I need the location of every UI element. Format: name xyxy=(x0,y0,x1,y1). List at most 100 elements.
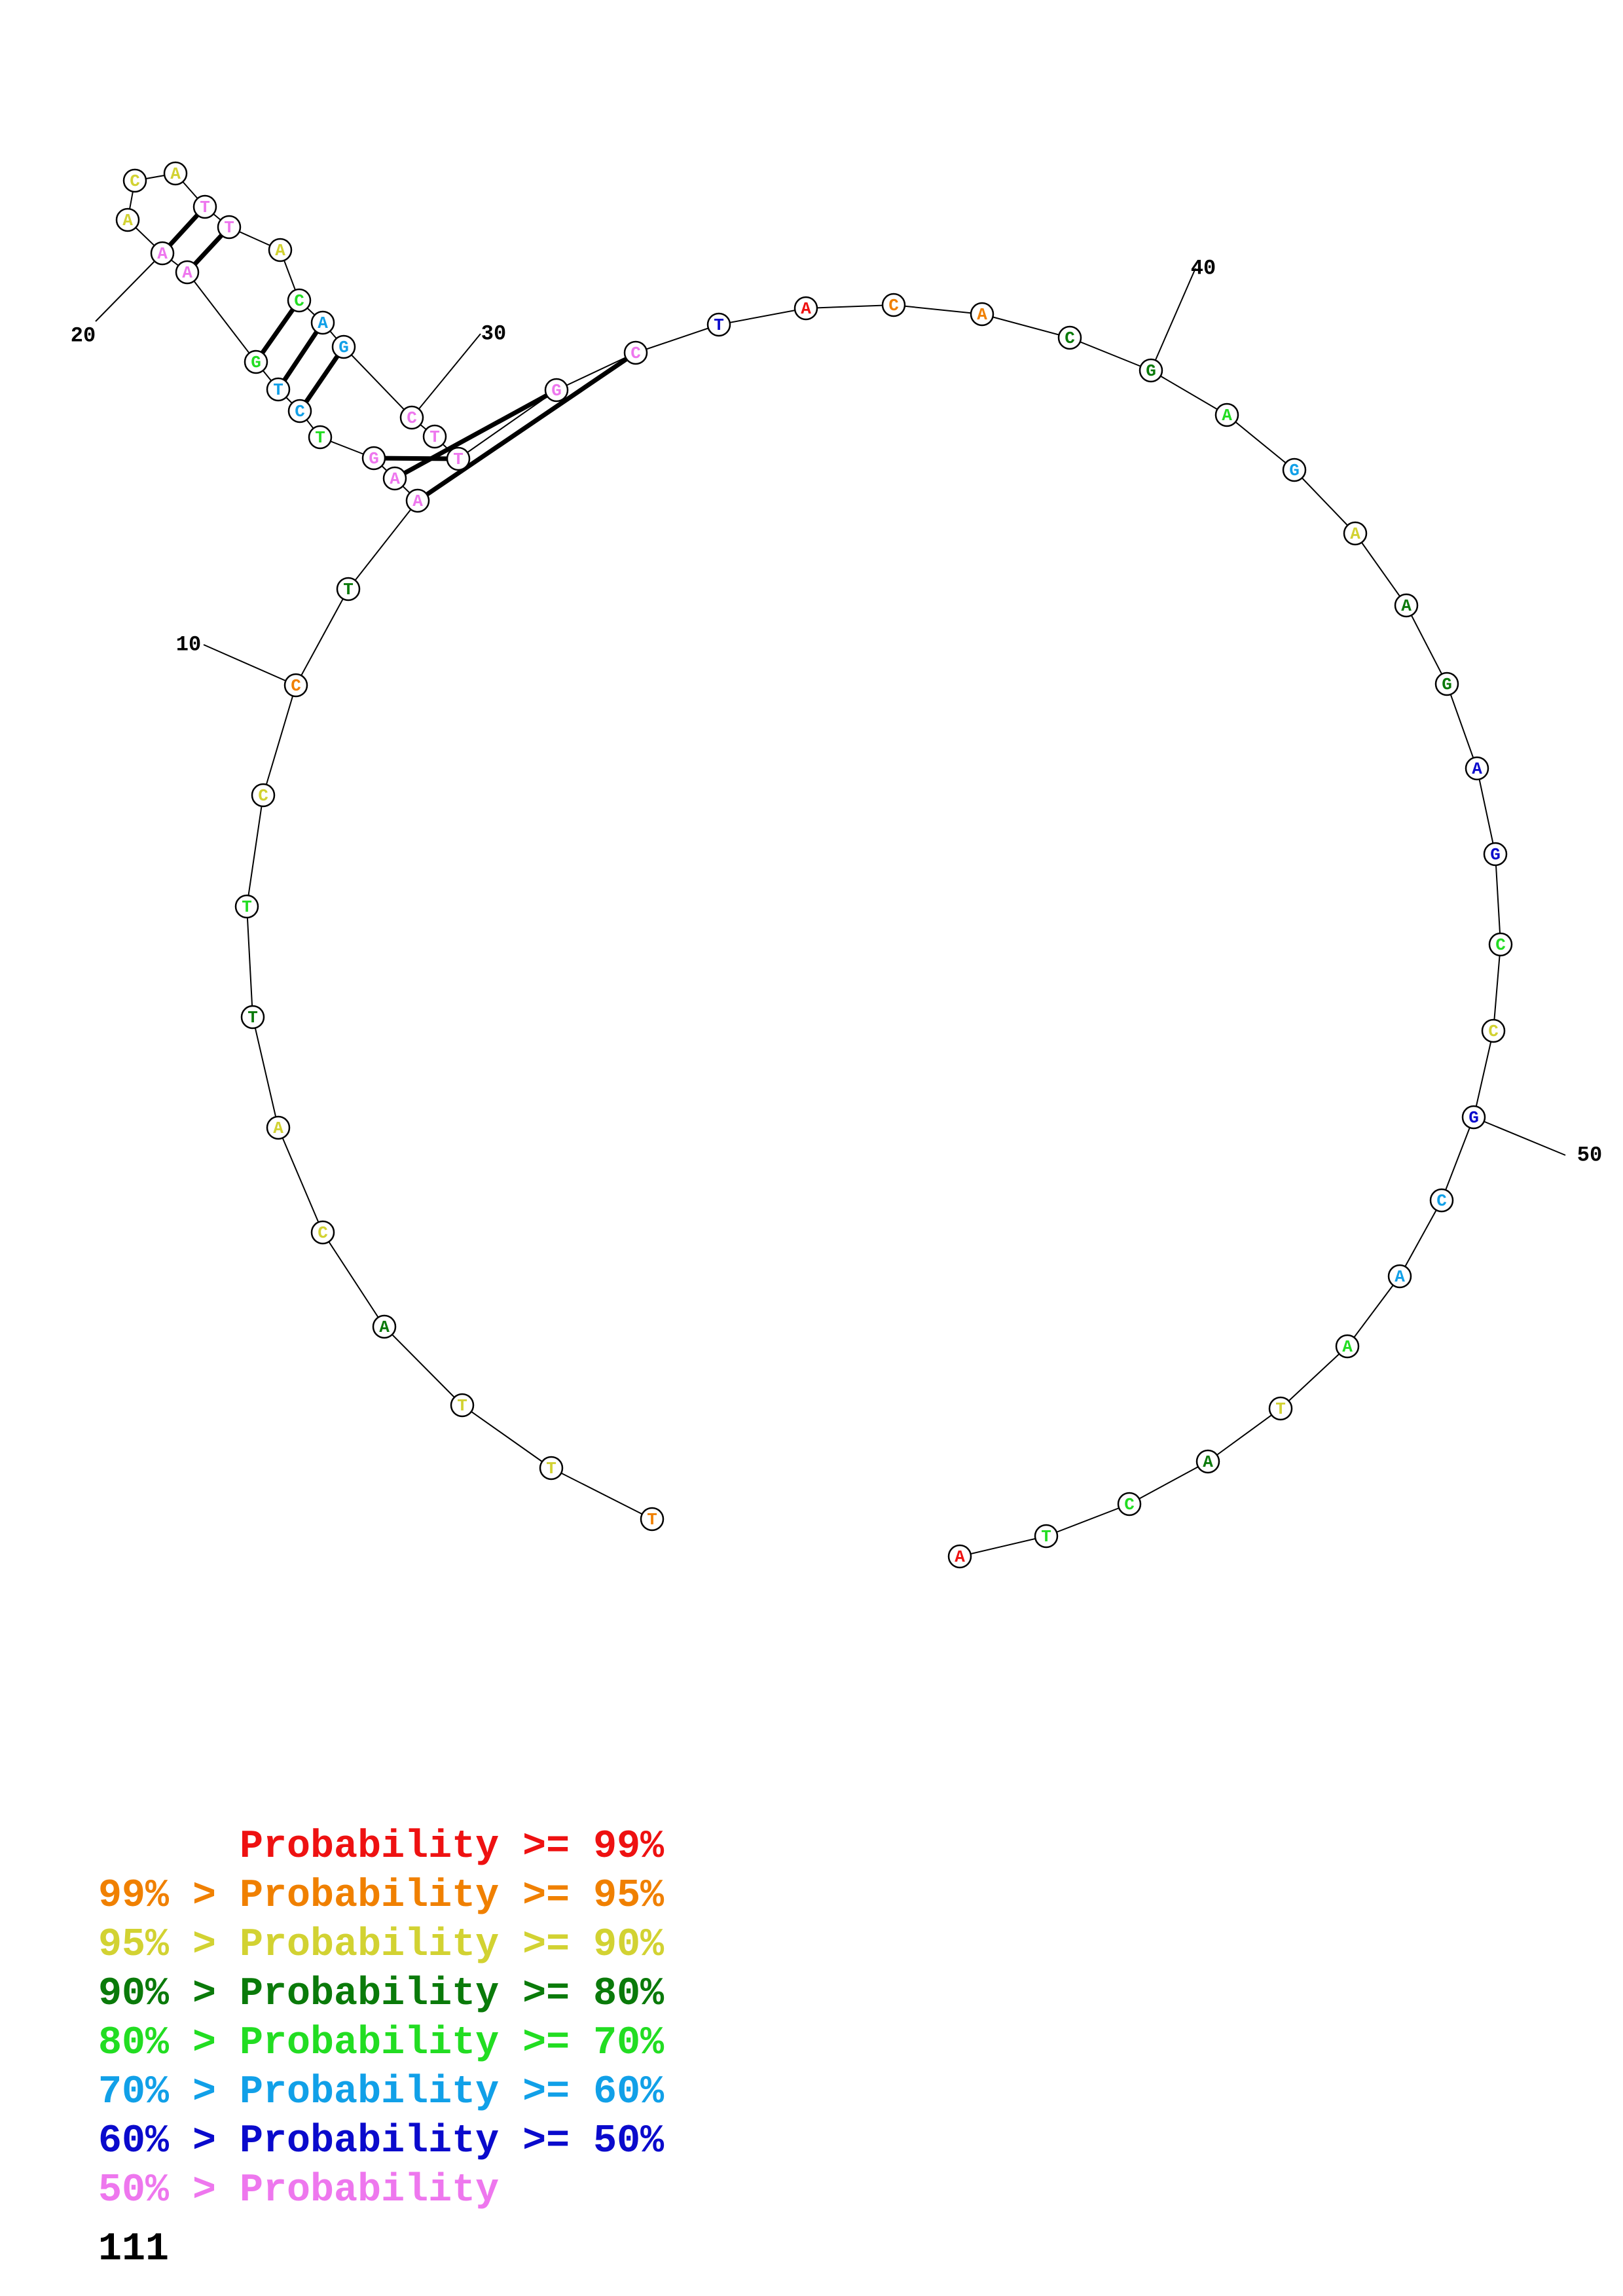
probability-legend: Probability >= 99% 99% > Probability >= 9… xyxy=(98,1823,664,2215)
tick-label: 50 xyxy=(1577,1143,1602,1167)
nucleotide-circle xyxy=(539,1456,564,1480)
tick-label: 20 xyxy=(71,323,96,348)
backbone-segment xyxy=(252,1016,279,1128)
nucleotide-circle xyxy=(283,673,308,698)
nucleotide-circle xyxy=(240,1005,265,1030)
nucleotide-letter: T xyxy=(224,218,234,238)
nucleotide-circle xyxy=(1461,1105,1486,1130)
nucleotide-letter: C xyxy=(1488,1022,1499,1041)
nucleotide-letter: A xyxy=(273,1119,283,1138)
nucleotide-circle xyxy=(706,312,731,337)
nucleotide-circle xyxy=(1434,672,1459,696)
nucleotide-letter: T xyxy=(1041,1527,1051,1547)
backbone-segment xyxy=(1399,1200,1442,1277)
nucleotide-circle xyxy=(1268,1396,1293,1421)
nucleotide-letter: C xyxy=(294,291,304,311)
backbone-segment xyxy=(635,324,720,353)
base-pair-bond xyxy=(298,346,346,412)
nucleotide-letter: G xyxy=(1442,675,1452,694)
nucleotide-letter: A xyxy=(1401,596,1412,616)
backbone-segment xyxy=(1406,605,1448,685)
nucleotide-letter: A xyxy=(390,469,400,489)
nucleotide-letter: T xyxy=(343,580,354,600)
nucleotide-circle xyxy=(881,293,906,317)
nucleotide-circle xyxy=(372,1314,397,1339)
nucleotide-letter: A xyxy=(1395,1267,1405,1287)
nucleotide-circle xyxy=(217,215,242,240)
nucleotide-circle xyxy=(251,783,276,808)
nucleotide-letter: T xyxy=(247,1008,258,1028)
backbone-segment xyxy=(893,304,983,315)
nucleotide-circle xyxy=(544,378,569,403)
nucleotide-letter: A xyxy=(1222,406,1232,425)
nucleotide-letter: A xyxy=(955,1547,965,1567)
nucleotide-letter: A xyxy=(1472,759,1482,779)
nucleotide-letter: C xyxy=(295,402,305,422)
backbone-segment xyxy=(263,685,297,796)
nucleotide-letter: C xyxy=(1065,329,1075,348)
nucleotide-circle xyxy=(623,340,648,365)
tick-line xyxy=(95,253,163,322)
backbone-segment xyxy=(1207,1408,1281,1462)
nucleotide-circle xyxy=(331,334,356,359)
nucleotide-letter: C xyxy=(888,296,899,315)
base-pair-bond xyxy=(393,387,558,481)
nucleotide-letter: T xyxy=(457,1396,467,1416)
backbone-segment xyxy=(805,304,894,309)
nucleotide-circle xyxy=(450,1393,475,1418)
legend-entry: Probability >= 99% xyxy=(98,1825,665,1869)
nucleotide-letter: C xyxy=(630,344,641,363)
nucleotide-letter: T xyxy=(429,427,440,447)
backbone-segment xyxy=(322,1232,385,1327)
nucleotide-letter: A xyxy=(122,211,133,230)
backbone-segment xyxy=(343,346,412,418)
nucleotide-circle xyxy=(266,377,291,402)
nucleotide-letter: T xyxy=(315,428,325,448)
backbone-segment xyxy=(1226,414,1295,471)
nucleotide-letter: G xyxy=(251,353,261,372)
base-pair-bond xyxy=(276,321,325,391)
backbone-segment xyxy=(1493,944,1501,1031)
nucleotide-circle xyxy=(1343,521,1368,546)
backbone-segment xyxy=(246,906,253,1018)
tick-label: 30 xyxy=(481,321,506,346)
nucleotide-circle xyxy=(287,288,312,313)
nucleotide-letter: T xyxy=(1275,1399,1286,1419)
nucleotide-letter: G xyxy=(338,338,349,357)
backbone-segment xyxy=(1129,1461,1209,1505)
nucleotide-circle xyxy=(405,488,430,513)
nucleotide-circle xyxy=(122,168,147,193)
nucleotide-circle xyxy=(1335,1334,1360,1359)
nucleotide-letter: A xyxy=(379,1318,390,1337)
nucleotide-letter: C xyxy=(1495,935,1506,955)
nucleotide-letter: G xyxy=(369,449,379,469)
nucleotide-circle xyxy=(361,446,386,471)
legend-entry: 50% > Probability xyxy=(98,2168,500,2213)
nucleotide-circle xyxy=(422,424,447,449)
backbone-segment xyxy=(1441,1117,1474,1201)
backbone-segment xyxy=(278,1127,323,1233)
nucleotide-letter: T xyxy=(273,380,283,400)
backbone-segment xyxy=(1294,469,1356,534)
nucleotide-letter: T xyxy=(242,897,252,917)
nucleotide-circle xyxy=(399,405,424,430)
legend-entry: 90% > Probability >= 80% xyxy=(98,1972,665,2017)
backbone-segment xyxy=(1355,533,1407,606)
backbone-segment xyxy=(981,314,1070,338)
nucleotide-circle xyxy=(268,238,293,262)
nucleotide-letter: G xyxy=(1146,361,1156,381)
nucleotide-letter: A xyxy=(318,314,328,333)
nucleotide-circle xyxy=(175,260,200,285)
nucleotide-letter: G xyxy=(1490,845,1501,865)
nucleotide-circle xyxy=(1034,1524,1059,1549)
tick-line xyxy=(411,333,481,418)
nucleotide-letter: T xyxy=(546,1459,556,1479)
nucleotide-letter: C xyxy=(258,786,268,806)
nucleotide-circle xyxy=(1387,1264,1412,1289)
backbone xyxy=(127,173,1501,1557)
backbone-segment xyxy=(1069,337,1152,371)
nucleotide-circle xyxy=(234,894,259,919)
backbone-segment xyxy=(1476,768,1496,855)
nucleotide-circle xyxy=(310,1220,335,1245)
